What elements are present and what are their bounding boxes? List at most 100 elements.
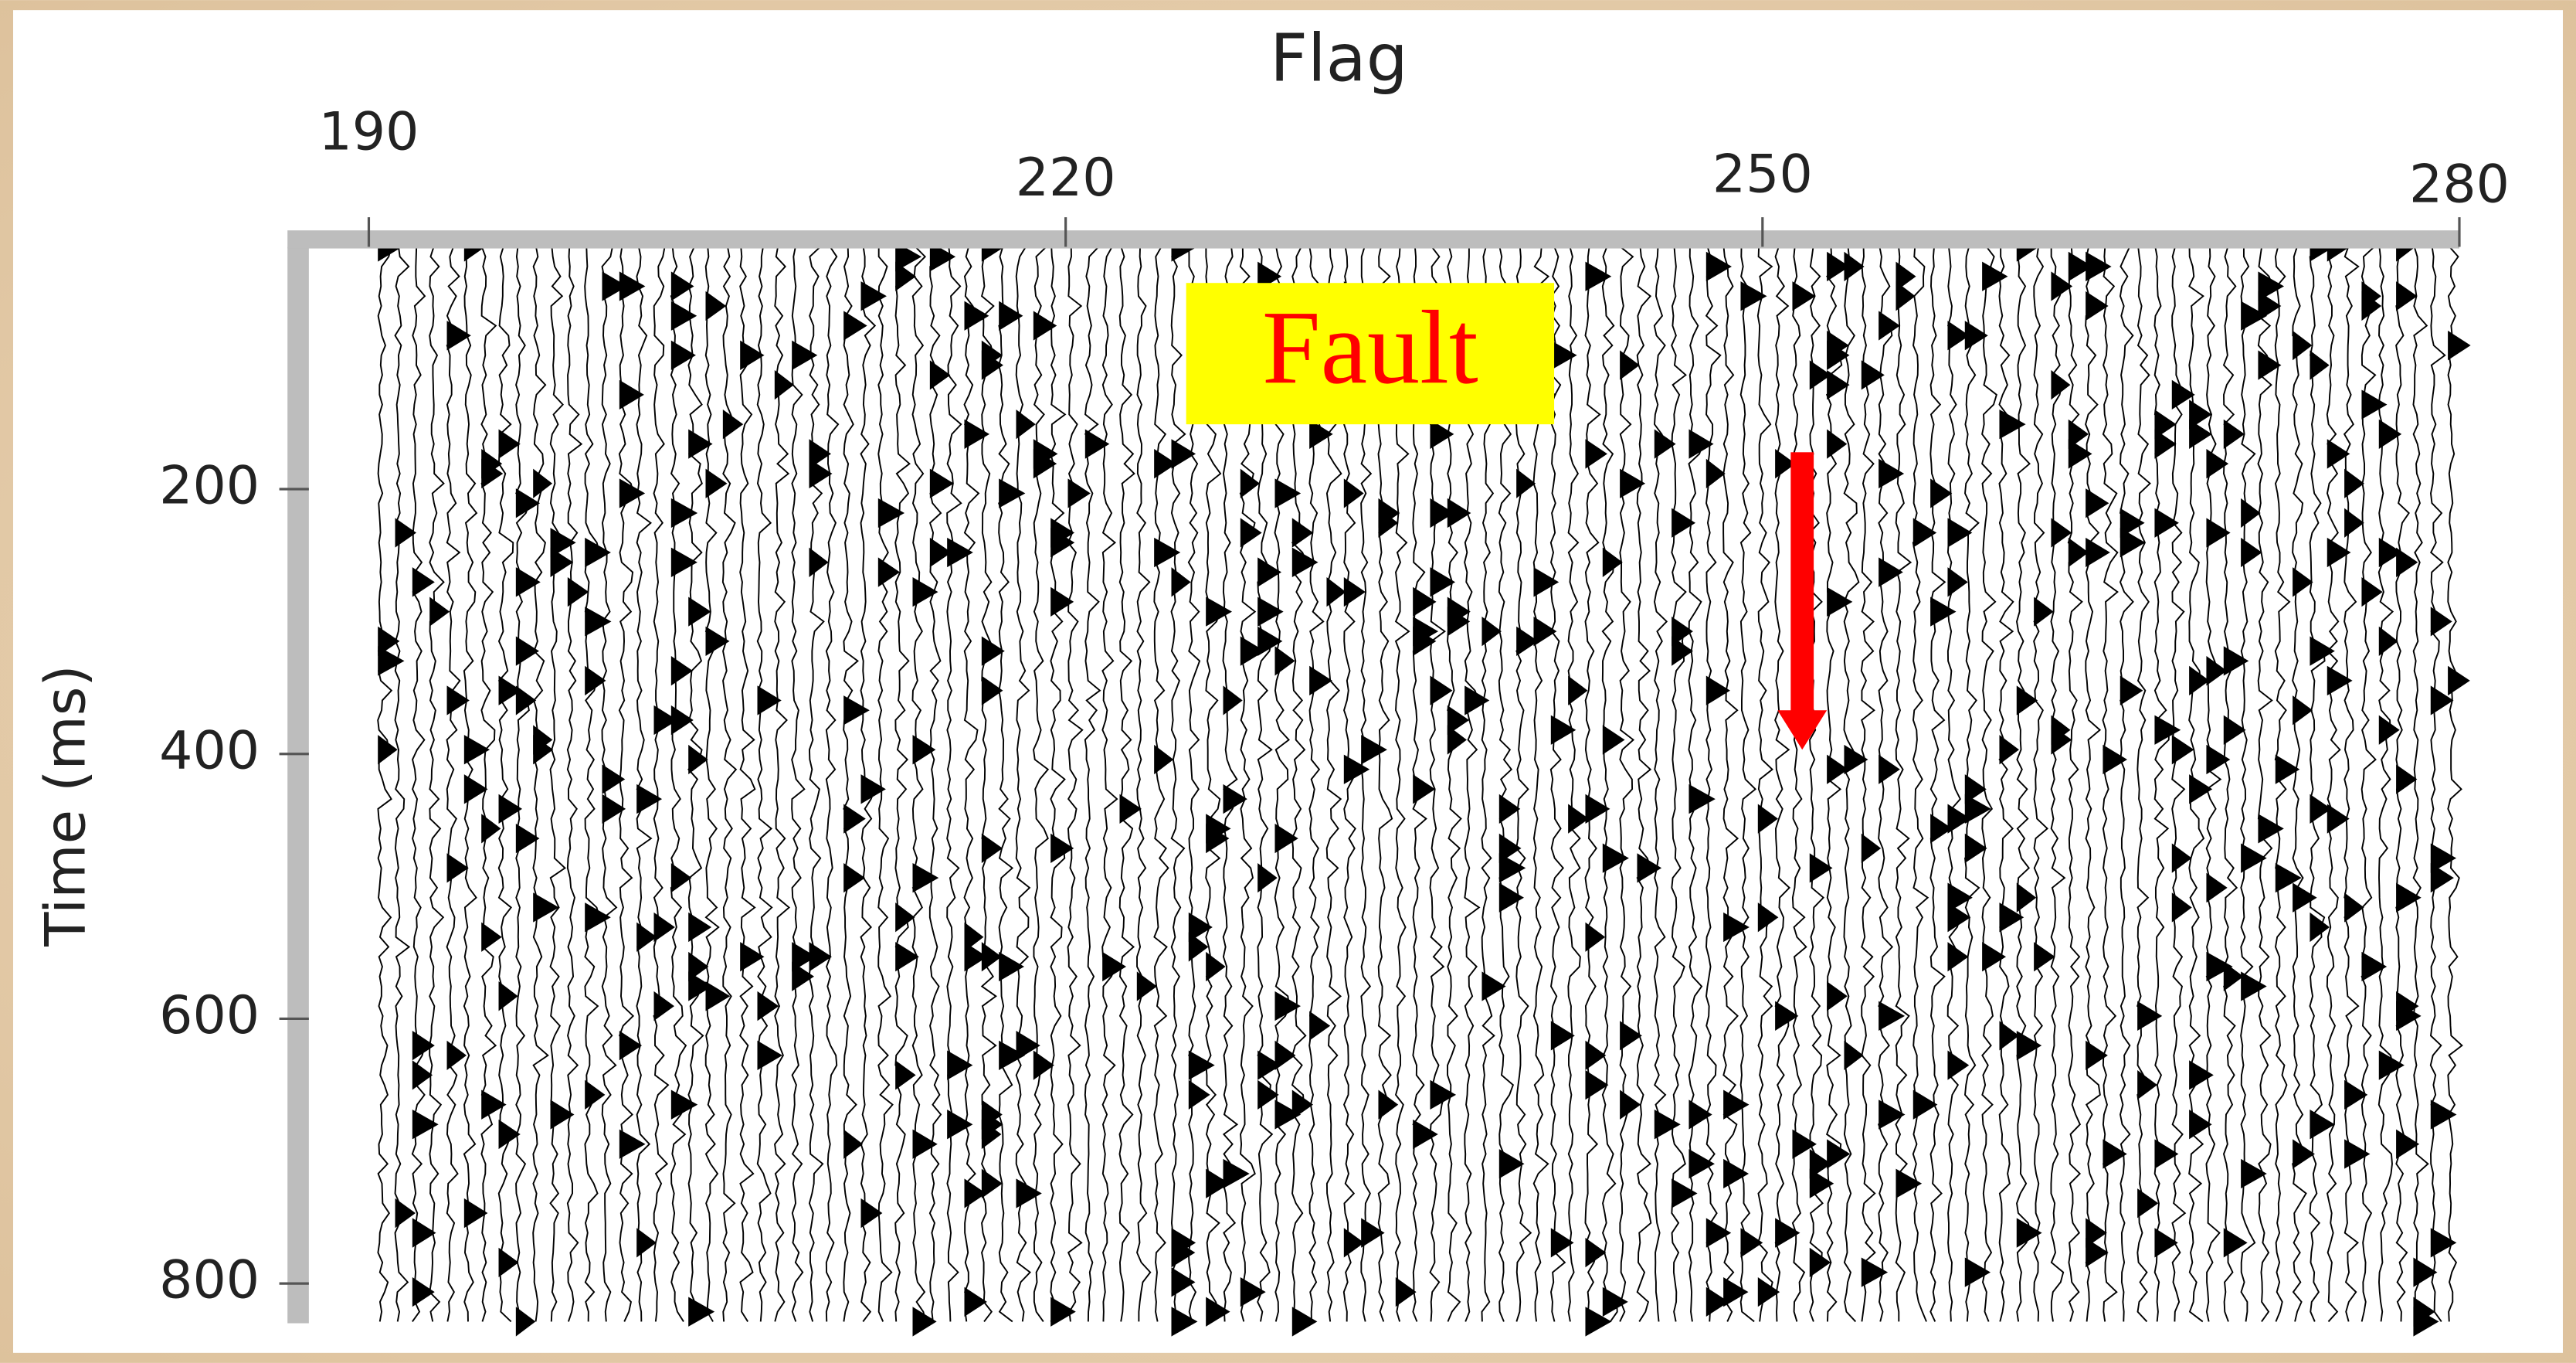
trace-peak — [1498, 794, 1521, 824]
trace-peak — [2171, 843, 2192, 873]
trace-peak — [1999, 1021, 2020, 1051]
trace-peak — [2361, 389, 2388, 420]
trace-peak — [1879, 557, 1903, 587]
trace-peak — [1171, 1267, 1196, 1297]
trace-peak — [2016, 1218, 2042, 1248]
trace-peak — [2241, 843, 2267, 873]
trace-peak — [2154, 715, 2181, 745]
trace-peak — [895, 902, 915, 933]
trace-peak — [1033, 311, 1057, 341]
trace-peak — [2275, 863, 2302, 893]
trace-peak — [1705, 458, 1726, 489]
trace-peak — [1688, 429, 1714, 459]
trace-peak — [2086, 1040, 2108, 1071]
trace-peak — [1171, 439, 1196, 469]
trace-peak — [877, 557, 901, 587]
trace-peak — [2016, 1030, 2042, 1061]
trace-peak — [498, 1247, 519, 1278]
trace-peak — [2344, 892, 2364, 923]
trace-peak — [1464, 685, 1490, 715]
trace-peak — [1723, 912, 1750, 943]
trace-peak — [1809, 1247, 1831, 1278]
trace-peak — [550, 528, 576, 558]
trace-peak — [1964, 833, 1987, 864]
trace-peak — [964, 1287, 987, 1317]
trace — [946, 246, 963, 1322]
trace-peak — [2310, 1110, 2335, 1140]
trace-peak — [2241, 537, 2262, 568]
trace-peak — [1326, 576, 1346, 607]
trace — [2171, 246, 2187, 1322]
trace-peak — [705, 981, 731, 1011]
trace — [394, 246, 411, 1322]
trace — [2447, 246, 2463, 1322]
trace-peak — [2120, 675, 2143, 705]
y-tick-label: 400 — [159, 720, 260, 781]
trace-peak — [1705, 675, 1730, 705]
trace — [774, 246, 791, 1322]
trace-peak — [1705, 1287, 1729, 1317]
trace-peak — [1430, 567, 1456, 597]
trace-peak — [895, 242, 922, 272]
trace-peak — [515, 567, 541, 597]
trace-peak — [964, 1178, 986, 1208]
trace-peak — [1274, 646, 1295, 676]
trace-peak — [1809, 853, 1833, 883]
trace — [2222, 246, 2239, 1322]
trace-peak — [1084, 429, 1110, 459]
trace — [1843, 246, 1860, 1323]
trace-peak — [1430, 1079, 1457, 1110]
trace-peak — [1827, 429, 1848, 459]
trace-peak — [1343, 478, 1364, 508]
trace-peak — [2223, 961, 2244, 991]
trace-peak — [1206, 951, 1226, 982]
trace-peak — [463, 1198, 488, 1229]
trace — [1567, 246, 1581, 1322]
trace-peak — [2361, 576, 2383, 607]
trace-peak — [1430, 498, 1454, 529]
trace — [1739, 246, 1757, 1323]
trace — [411, 246, 429, 1322]
trace — [1033, 246, 1050, 1322]
trace-peak — [1896, 281, 1916, 311]
trace-peak — [1240, 636, 1265, 666]
trace-peak — [705, 626, 730, 657]
trace-peak — [1879, 458, 1905, 489]
arrow-shaft — [1790, 452, 1814, 715]
trace-peak — [1240, 518, 1262, 548]
trace-peak — [498, 429, 521, 459]
trace-peak — [1930, 814, 1953, 844]
trace-peak — [619, 379, 644, 410]
trace-peak — [1775, 1001, 1799, 1031]
trace-peak — [2223, 646, 2249, 676]
trace-peak — [688, 1297, 715, 1327]
trace-peak — [1844, 744, 1868, 775]
trace-peak — [1861, 360, 1885, 390]
trace — [998, 246, 1015, 1323]
x-tick-label: 220 — [1016, 148, 1116, 209]
trace-peak — [412, 1030, 435, 1061]
trace — [566, 246, 583, 1322]
trace-peak — [412, 1218, 436, 1248]
trace-peak — [1550, 715, 1576, 745]
trace-peak — [860, 281, 887, 311]
trace-peak — [1550, 1228, 1574, 1258]
trace-peak — [1378, 1089, 1399, 1120]
trace — [756, 246, 773, 1322]
arrow — [1777, 452, 1828, 750]
trace-peak — [2396, 281, 2418, 311]
trace-peak — [912, 735, 936, 765]
trace-peak — [636, 783, 663, 814]
trace-peak — [1136, 971, 1157, 1001]
trace-peak — [1171, 1237, 1196, 1268]
trace-peak — [446, 321, 471, 351]
trace-peak — [2396, 547, 2418, 577]
trace-peak — [2241, 498, 2261, 529]
trace-peak — [636, 1228, 657, 1258]
trace-peak — [1188, 1050, 1215, 1080]
trace — [877, 246, 894, 1322]
trace-peak — [2448, 665, 2470, 696]
trace-peak — [1688, 783, 1716, 814]
trace-peak — [2051, 518, 2072, 548]
trace-peak — [1498, 1149, 1525, 1179]
